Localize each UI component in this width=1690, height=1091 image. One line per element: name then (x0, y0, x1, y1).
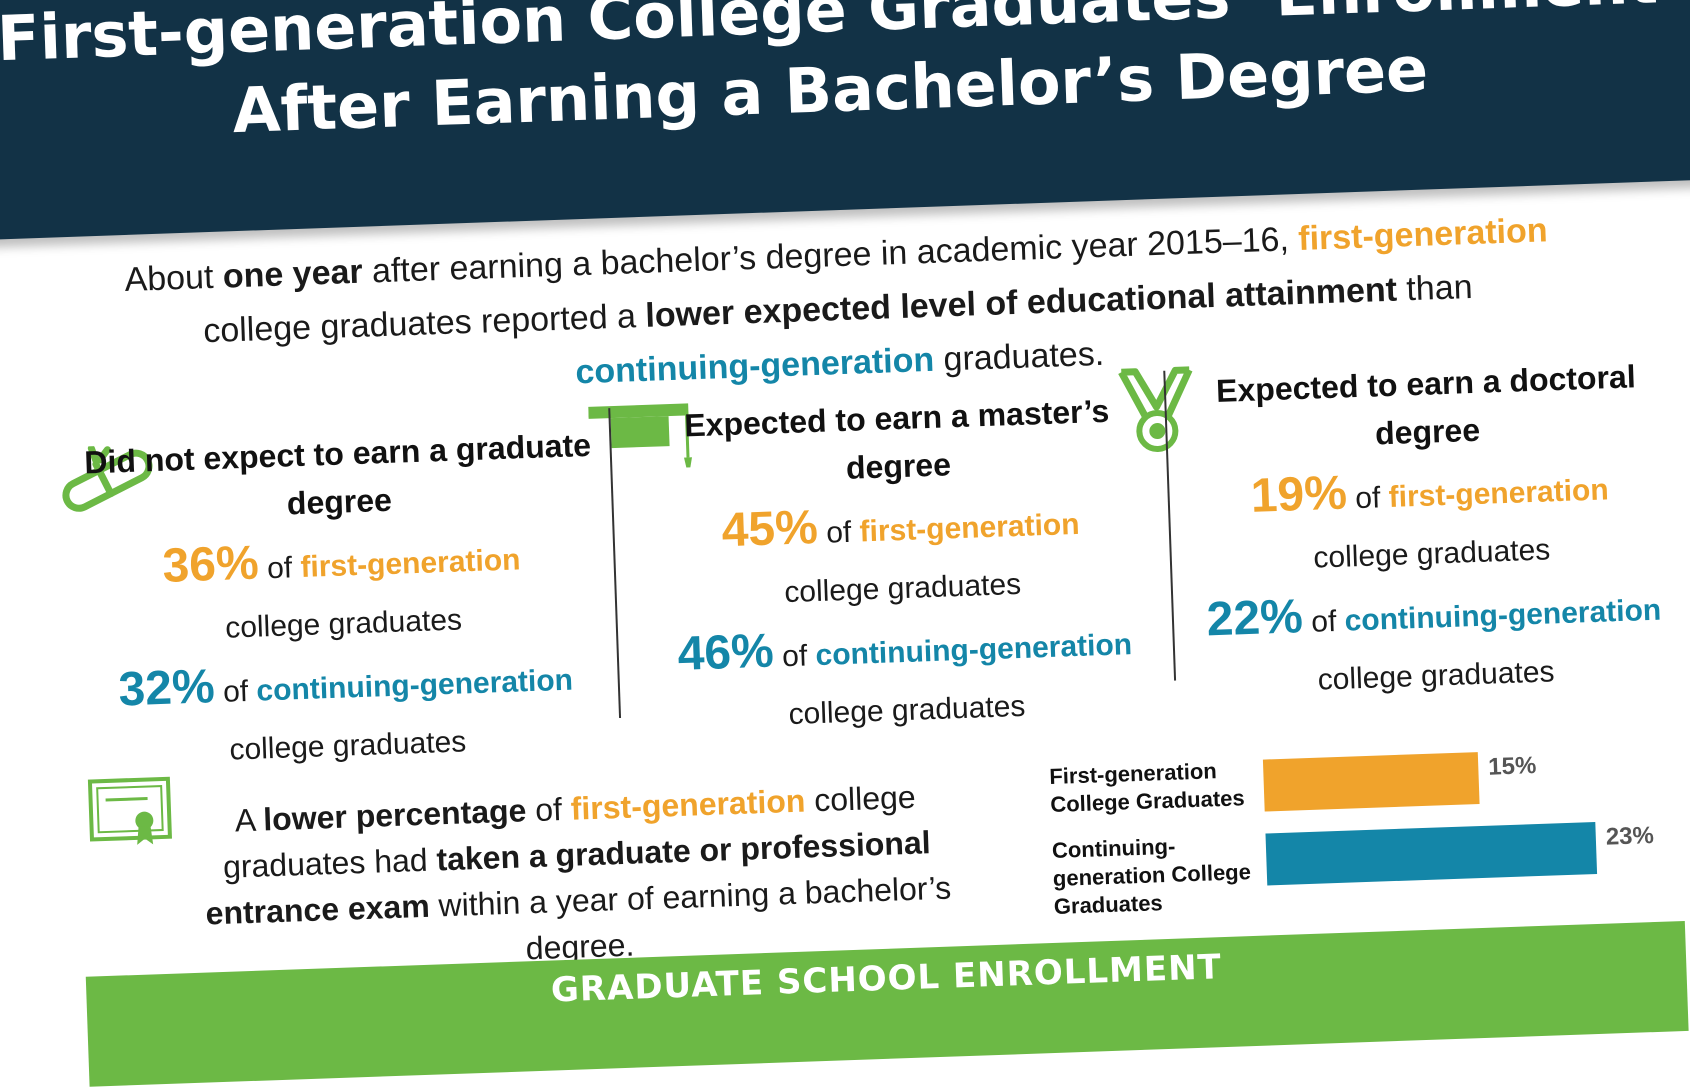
column-masters-degree: Expected to earn a master’s degree 45% o… (636, 385, 1168, 749)
column-heading: Expected to earn a master’s degree (683, 392, 1110, 486)
cont-gen-label: continuing-generation (1344, 593, 1662, 638)
exam-text: A (234, 801, 264, 839)
first-gen-tail: college graduates (1312, 533, 1551, 575)
exam-first-generation: first-generation (570, 782, 806, 827)
diploma-scroll-icon (62, 444, 153, 512)
exam-bold-lower-percentage: lower percentage (262, 792, 527, 838)
of-text: of (817, 515, 861, 550)
bar-row-continuing-gen: Continuing-generation College Graduates … (1031, 815, 1690, 919)
column-heading: Expected to earn a doctoral degree (1215, 358, 1637, 452)
intro-text: About (123, 257, 224, 299)
bar-value-label: 23% (1605, 821, 1655, 851)
bar-first-gen (1262, 752, 1480, 812)
cont-gen-percent: 46% (676, 624, 775, 681)
certificate-icon (87, 776, 172, 845)
intro-continuing-generation: continuing-generation (574, 340, 935, 392)
exam-text: of (525, 790, 572, 829)
column-heading: Did not expect to earn a graduate degree (83, 426, 592, 522)
entrance-exam-bar-chart: First-generation College Graduates 15% C… (1029, 741, 1690, 919)
first-gen-tail: college graduates (783, 567, 1022, 610)
bar-label: Continuing-generation College Graduates (1051, 833, 1252, 919)
column-doctoral-degree: Expected to earn a doctoral degree 19% o… (1165, 351, 1690, 715)
intro-text: graduates. (933, 334, 1105, 379)
cont-gen-tail: college graduates (228, 725, 467, 767)
bar-row-first-gen: First-generation College Graduates 15% (1029, 741, 1690, 820)
first-gen-stat: 19% of first-generation college graduate… (1169, 453, 1690, 593)
first-gen-stat: 36% of first-generation college graduate… (81, 523, 605, 663)
cont-gen-stat: 22% of continuing-generation college gra… (1173, 574, 1690, 714)
first-gen-percent: 36% (161, 536, 260, 593)
intro-bold-one-year: one year (222, 252, 364, 296)
intro-bold-lower-expected: lower expected level of educational atta… (644, 270, 1398, 335)
of-text: of (1346, 481, 1390, 516)
cont-gen-percent: 22% (1205, 590, 1304, 647)
intro-text: than (1396, 267, 1474, 309)
cont-gen-tail: college graduates (788, 689, 1026, 732)
of-text: of (1302, 604, 1346, 640)
of-text: of (258, 551, 302, 586)
medal-icon (1118, 366, 1193, 453)
cont-gen-stat: 46% of continuing-generation college gra… (644, 609, 1168, 749)
cont-gen-label: continuing-generation (255, 663, 574, 708)
bar-continuing-gen (1265, 822, 1598, 886)
first-gen-percent: 45% (720, 500, 819, 558)
first-gen-label: first-generation (299, 543, 521, 585)
first-gen-label: first-generation (859, 507, 1081, 549)
of-text: of (214, 674, 258, 710)
cont-gen-tail: college graduates (1317, 655, 1556, 697)
first-gen-stat: 45% of first-generation college graduate… (640, 487, 1164, 627)
cont-gen-label: continuing-generation (814, 628, 1133, 673)
intro-text: college graduates reported a (202, 296, 647, 351)
bar-value-label: 15% (1487, 752, 1537, 781)
graduation-cap-icon (588, 403, 692, 468)
intro-first-generation: first-generation (1297, 211, 1549, 259)
column-no-graduate-degree: Did not expect to earn a graduate degree… (77, 421, 609, 785)
cont-gen-percent: 32% (117, 660, 216, 717)
first-gen-tail: college graduates (224, 603, 463, 645)
cont-gen-stat: 32% of continuing-generation college gra… (85, 644, 609, 784)
of-text: of (773, 639, 817, 674)
bar-label: First-generation College Graduates (1048, 758, 1246, 818)
first-gen-label: first-generation (1388, 473, 1610, 515)
first-gen-percent: 19% (1249, 466, 1348, 523)
